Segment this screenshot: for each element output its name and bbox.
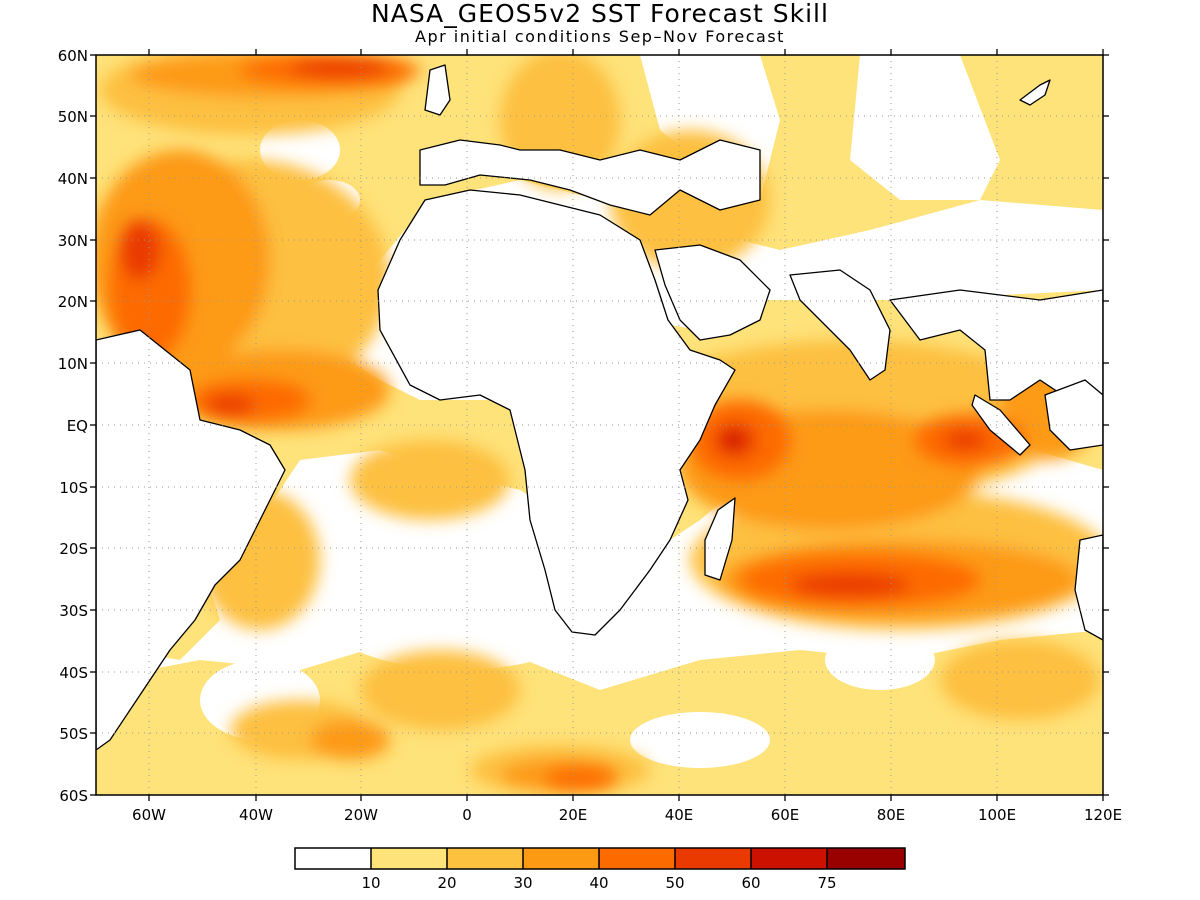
longitude-labels: 60W 40W 20W 0 20E 40E 60E 80E 100E 120E	[132, 806, 1122, 824]
colorbar-swatch	[751, 848, 827, 869]
india-outline	[789, 269, 891, 381]
madagascar-outline	[704, 497, 736, 581]
lat-label: 20S	[59, 540, 88, 558]
colorbar-swatch	[675, 848, 751, 869]
colorbar-label: 30	[513, 874, 532, 892]
colorbar-swatch	[523, 848, 599, 869]
colorbar-label: 75	[817, 874, 836, 892]
lat-label: EQ	[67, 417, 88, 435]
colorbar-swatch	[599, 848, 675, 869]
map-title: NASA_GEOS5v2 SST Forecast Skill	[371, 0, 829, 28]
lat-label: 10S	[59, 479, 88, 497]
lon-label: 20W	[344, 806, 378, 824]
lon-label: 20E	[559, 806, 588, 824]
sumatra-outline	[971, 394, 1031, 456]
britain-outline	[424, 64, 451, 116]
lat-label: 50N	[58, 108, 88, 126]
colorbar-swatch	[295, 848, 371, 869]
lon-label: 40E	[665, 806, 694, 824]
europe-outline	[419, 139, 761, 216]
lat-label: 60N	[58, 47, 88, 65]
colorbar: 10 20 30 40 50 60 75	[294, 847, 906, 892]
lat-label: 20N	[58, 293, 88, 311]
colorbar-label: 50	[665, 874, 684, 892]
axis-ticks	[90, 49, 1109, 801]
lon-label: 60E	[771, 806, 800, 824]
colorbar-swatch	[827, 848, 905, 869]
lat-label: 50S	[59, 725, 88, 743]
lon-label: 100E	[978, 806, 1016, 824]
lat-label: 40N	[58, 170, 88, 188]
lon-label: 120E	[1084, 806, 1122, 824]
map-subtitle: Apr initial conditions Sep–Nov Forecast	[415, 27, 785, 46]
lon-label: 0	[462, 806, 472, 824]
south-america-outline	[96, 329, 286, 751]
lat-label: 10N	[58, 355, 88, 373]
colorbar-label: 20	[437, 874, 456, 892]
colorbar-label: 10	[361, 874, 380, 892]
lon-label: 40W	[239, 806, 273, 824]
lat-label: 60S	[59, 787, 88, 805]
latitude-labels: 60N 50N 40N 30N 20N 10N EQ 10S 20S 30S 4…	[58, 47, 88, 805]
colorbar-swatch	[447, 848, 523, 869]
colorbar-label: 40	[589, 874, 608, 892]
lon-label: 60W	[132, 806, 166, 824]
colorbar-label: 60	[741, 874, 760, 892]
lat-label: 30S	[59, 602, 88, 620]
lon-label: 80E	[877, 806, 906, 824]
southeast-asia-outline	[889, 289, 1103, 401]
borneo-outline	[1044, 379, 1103, 451]
lat-label: 30N	[58, 232, 88, 250]
colorbar-swatch	[371, 848, 447, 869]
japan-outline	[1019, 79, 1051, 106]
skill-band-above-40	[110, 56, 1025, 788]
lat-label: 40S	[59, 664, 88, 682]
arabia-outline	[654, 244, 771, 341]
australia-outline	[1074, 534, 1103, 641]
